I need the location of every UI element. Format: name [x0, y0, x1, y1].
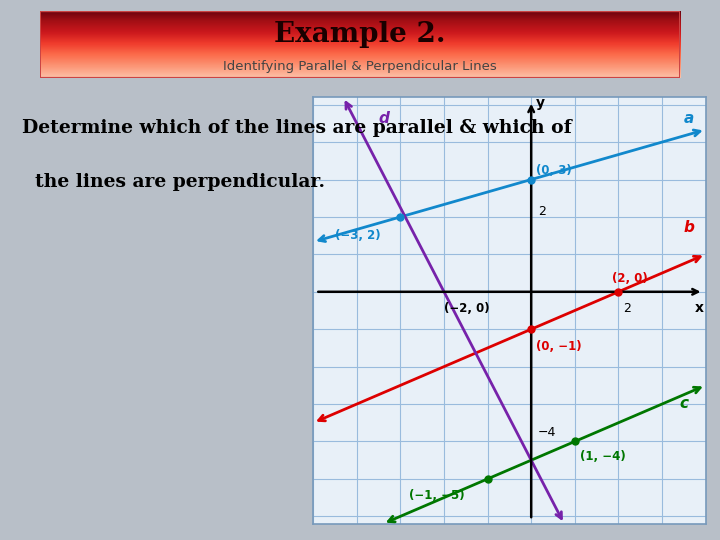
Text: (−2, 0): (−2, 0) — [444, 302, 490, 315]
Text: y: y — [536, 96, 544, 110]
Text: b: b — [684, 220, 695, 235]
Text: (−3, 2): (−3, 2) — [335, 230, 381, 242]
Text: c: c — [680, 396, 688, 411]
Text: a: a — [684, 111, 694, 126]
Text: d: d — [379, 111, 390, 126]
Text: Determine which of the lines are parallel & which of: Determine which of the lines are paralle… — [22, 119, 572, 137]
Text: (−1, −5): (−1, −5) — [409, 489, 464, 503]
Text: −4: −4 — [538, 426, 556, 439]
Text: x: x — [695, 301, 703, 315]
Text: (0, 3): (0, 3) — [536, 164, 571, 177]
Text: 2: 2 — [538, 205, 546, 218]
Text: (0, −1): (0, −1) — [536, 340, 582, 353]
Text: Example 2.: Example 2. — [274, 21, 446, 48]
Text: the lines are perpendicular.: the lines are perpendicular. — [22, 173, 325, 191]
Text: Identifying Parallel & Perpendicular Lines: Identifying Parallel & Perpendicular Lin… — [223, 59, 497, 73]
Text: (2, 0): (2, 0) — [612, 273, 647, 286]
Text: 2: 2 — [623, 302, 631, 315]
Text: (1, −4): (1, −4) — [580, 450, 626, 463]
